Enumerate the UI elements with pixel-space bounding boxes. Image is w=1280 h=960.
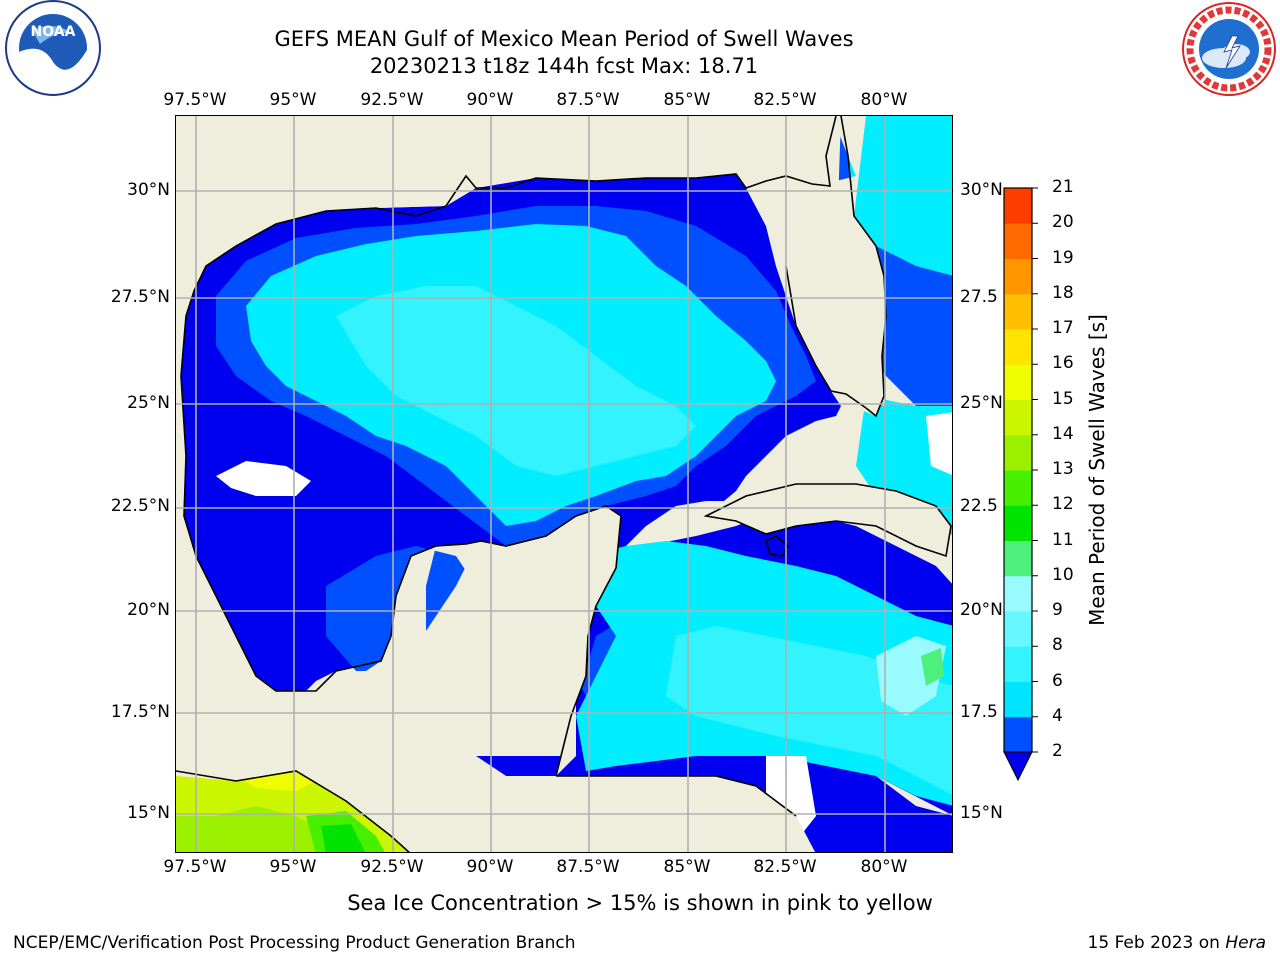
colorbar-tick-label: 4 xyxy=(1052,705,1063,726)
lat-label-right: 27.5 xyxy=(960,287,998,307)
colorbar-extend xyxy=(1003,751,1033,782)
colorbar-segment xyxy=(1004,293,1032,330)
colorbar-tick-label: 2 xyxy=(1052,741,1063,761)
lon-label-bottom: 85°W xyxy=(663,857,711,877)
lon-label-top: 92.5°W xyxy=(360,90,424,110)
colorbar-segment xyxy=(1004,716,1032,753)
coastlines xyxy=(176,116,952,852)
lat-label-left: 25°N xyxy=(127,393,170,413)
colorbar-tick-label: 13 xyxy=(1052,459,1074,479)
lat-label-left: 20°N xyxy=(127,600,170,620)
lat-label-right: 30°N xyxy=(960,180,1003,200)
lon-label-top: 97.5°W xyxy=(163,90,227,110)
colorbar-segment xyxy=(1004,188,1032,224)
footer-date-text: 15 Feb 2023 on xyxy=(1087,933,1226,953)
colorbar-segment xyxy=(1004,681,1032,718)
colorbar-tick-label: 20 xyxy=(1052,212,1074,233)
lon-label-bottom: 87.5°W xyxy=(556,857,620,877)
noaa-logo: NOAA xyxy=(5,0,101,96)
colorbar-segment xyxy=(1004,646,1032,682)
colorbar-tick-label: 9 xyxy=(1052,600,1063,620)
map-panel xyxy=(175,115,953,853)
lon-label-bottom: 97.5°W xyxy=(163,857,227,877)
lon-label-bottom: 90°W xyxy=(466,857,514,877)
lat-label-right: 17.5 xyxy=(960,702,998,722)
colorbar-segment xyxy=(1004,329,1032,365)
footer-note: Sea Ice Concentration > 15% is shown in … xyxy=(347,891,933,915)
lon-label-top: 80°W xyxy=(860,90,908,110)
colorbar-segment xyxy=(1004,505,1032,541)
colorbar-tick-label: 11 xyxy=(1052,529,1074,550)
lon-label-bottom: 80°W xyxy=(860,857,908,877)
colorbar-tick-label: 18 xyxy=(1052,282,1074,303)
colorbar-segment xyxy=(1004,258,1032,295)
colorbar xyxy=(1003,187,1038,782)
colorbar-tick-label: 10 xyxy=(1052,564,1074,585)
chart-title: GEFS MEAN Gulf of Mexico Mean Period of … xyxy=(274,27,854,51)
colorbar-tick-label: 12 xyxy=(1052,494,1074,515)
lon-label-top: 85°W xyxy=(663,90,711,110)
colorbar-segment xyxy=(1004,364,1032,400)
colorbar-tick-label: 14 xyxy=(1052,423,1074,444)
chart-subtitle: 20230213 t18z 144h fcst Max: 18.71 xyxy=(369,54,759,78)
lat-label-right: 25°N xyxy=(960,393,1003,413)
lat-label-left: 27.5°N xyxy=(110,287,170,307)
footer-host: Hera xyxy=(1225,933,1266,953)
lat-label-left: 30°N xyxy=(127,180,170,200)
lat-label-left: 17.5°N xyxy=(110,702,170,722)
lon-label-bottom: 82.5°W xyxy=(753,857,817,877)
colorbar-segment xyxy=(1004,434,1032,471)
land-cuba xyxy=(706,484,951,556)
lon-label-bottom: 95°W xyxy=(269,857,317,877)
colorbar-tick-label: 21 xyxy=(1052,177,1074,197)
nws-logo xyxy=(1182,2,1276,96)
footer-credit: NCEP/EMC/Verification Post Processing Pr… xyxy=(13,933,576,953)
colorbar-tick-label: 16 xyxy=(1052,353,1074,374)
lon-label-top: 87.5°W xyxy=(556,90,620,110)
svg-text:NOAA: NOAA xyxy=(31,24,76,40)
colorbar-segment xyxy=(1004,223,1032,259)
lat-label-right: 22.5 xyxy=(960,496,998,516)
lat-label-right: 20°N xyxy=(960,600,1003,620)
colorbar-segment xyxy=(1004,399,1032,436)
colorbar-tick-label: 17 xyxy=(1052,318,1074,338)
map-canvas xyxy=(176,116,952,852)
lon-label-top: 90°W xyxy=(466,90,514,110)
colorbar-tick-label: 19 xyxy=(1052,247,1074,268)
colorbar-segment xyxy=(1004,611,1032,647)
lon-label-top: 95°W xyxy=(269,90,317,110)
colorbar-tick-label: 15 xyxy=(1052,388,1074,409)
lat-label-left: 15°N xyxy=(127,803,170,823)
colorbar-segment xyxy=(1004,540,1032,577)
colorbar-segment xyxy=(1004,470,1032,506)
lon-label-bottom: 92.5°W xyxy=(360,857,424,877)
footer-date: 15 Feb 2023 on Hera xyxy=(1088,933,1266,953)
lon-label-top: 82.5°W xyxy=(753,90,817,110)
lat-label-right: 15°N xyxy=(960,803,1003,823)
colorbar-segment xyxy=(1004,575,1032,612)
land-mexico-west xyxy=(176,116,952,781)
graticule xyxy=(176,116,952,852)
lat-label-left: 22.5°N xyxy=(110,496,170,516)
colorbar-label: Mean Period of Swell Waves [s] xyxy=(1085,314,1109,626)
colorbar-tick-label: 6 xyxy=(1052,670,1063,691)
colorbar-tick-label: 8 xyxy=(1052,635,1063,656)
